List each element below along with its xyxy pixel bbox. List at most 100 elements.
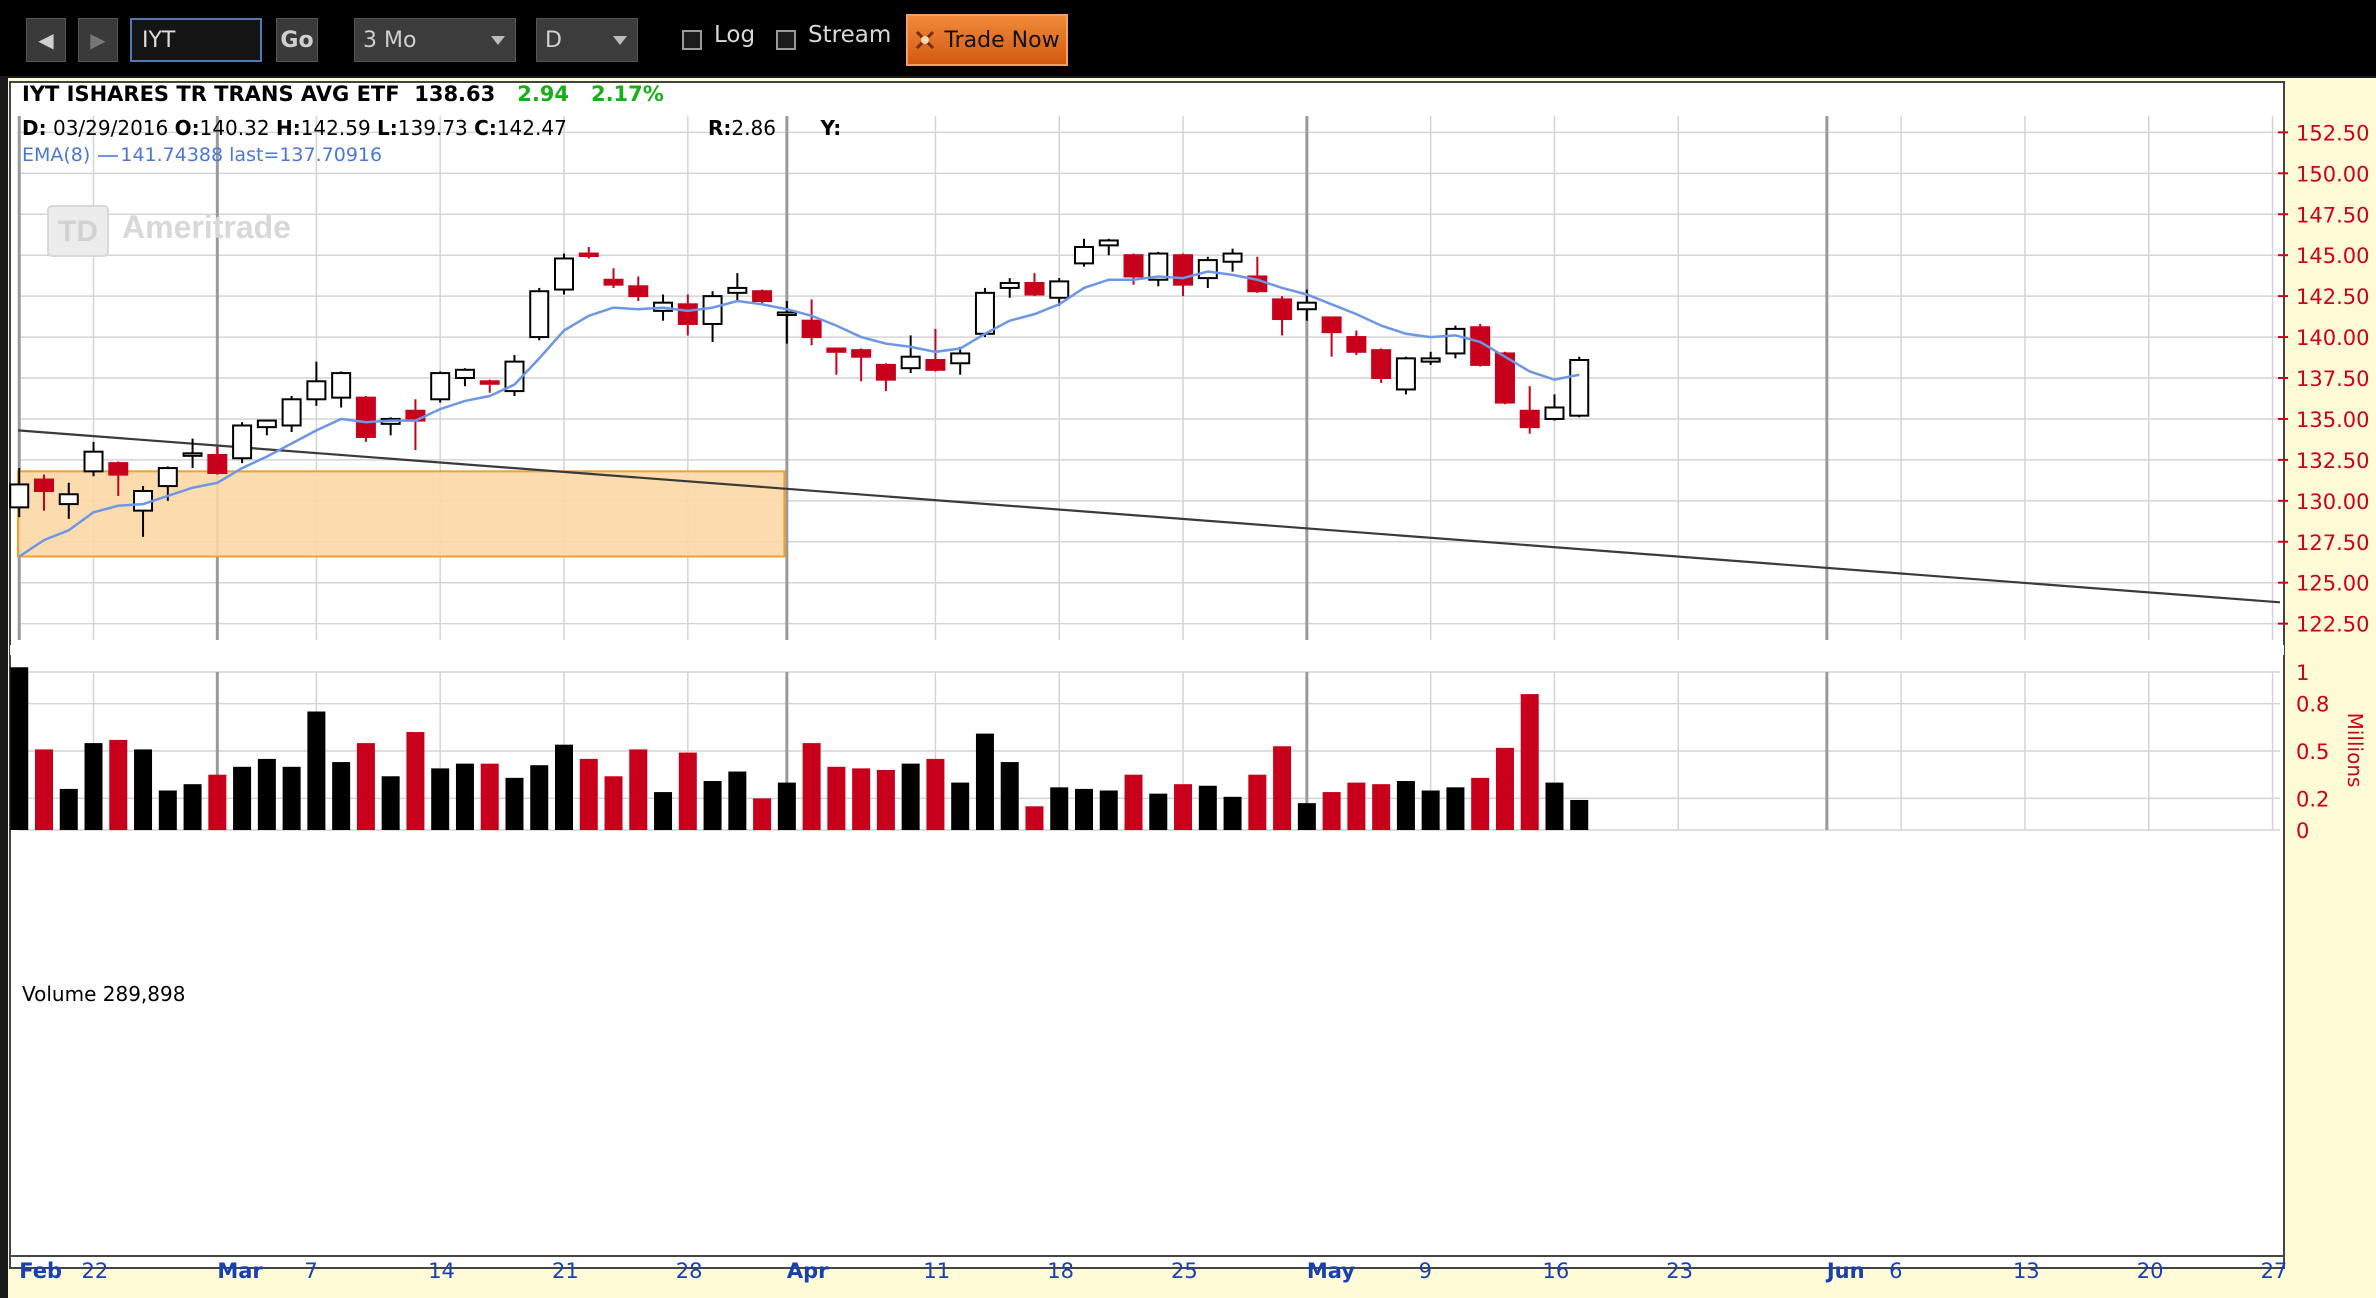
volume-bar	[802, 743, 821, 830]
x-tick-label: 21	[552, 1259, 579, 1283]
candle-body	[1049, 280, 1070, 299]
volume-bar	[629, 749, 648, 830]
candle-body	[776, 311, 797, 316]
volume-bar	[381, 776, 400, 830]
volume-bar	[158, 790, 177, 830]
volume-bar	[975, 733, 994, 830]
back-button[interactable]: ◀	[26, 18, 66, 62]
candle	[1346, 330, 1367, 356]
volume-bar	[282, 766, 301, 830]
volume-bar	[10, 667, 29, 830]
forward-button[interactable]: ▶	[78, 18, 118, 62]
period-select[interactable]: 3 Mo	[354, 18, 516, 62]
x-tick-label: 7	[304, 1259, 317, 1283]
volume-bar	[332, 762, 351, 830]
candle	[702, 291, 723, 342]
trade-now-button[interactable]: Trade Now	[906, 14, 1068, 66]
volume-bar	[505, 777, 524, 830]
stream-label: Stream	[808, 22, 892, 48]
candle-body	[306, 380, 327, 401]
candle-body	[1123, 254, 1144, 278]
volume-bar	[208, 774, 227, 830]
x-tick-label: Jun	[1825, 1259, 1865, 1283]
x-tick-label: Mar	[217, 1259, 263, 1283]
candle-body	[603, 278, 624, 286]
log-label: Log	[714, 22, 756, 48]
candle	[999, 278, 1020, 298]
volume-bar	[1075, 788, 1093, 830]
candle	[1148, 251, 1169, 287]
ema-label: EMA(8)	[22, 144, 91, 166]
candle	[133, 486, 154, 537]
x-tick-label: 23	[1666, 1259, 1693, 1283]
volume-bar	[307, 711, 326, 830]
candle-body	[727, 286, 748, 294]
volume-bar	[431, 768, 450, 830]
go-button[interactable]: Go	[276, 18, 318, 62]
candle-body	[58, 493, 79, 506]
candle	[1569, 356, 1590, 418]
candle	[851, 348, 872, 382]
volume-label: Volume 289,898	[22, 982, 186, 1006]
candle-body	[925, 358, 946, 371]
volume-bar	[728, 771, 747, 830]
volume-bar	[1421, 790, 1440, 830]
candle	[1272, 296, 1293, 336]
price-tick-label: 147.50	[2296, 203, 2369, 227]
candle-body	[529, 290, 550, 339]
volume-bar	[852, 768, 871, 830]
volume-bar	[901, 763, 920, 830]
interval-select[interactable]: D	[536, 18, 638, 62]
symbol-input[interactable]	[130, 18, 262, 62]
candle	[34, 474, 54, 511]
volume-tick-label: 1	[2296, 661, 2309, 685]
ema-line	[18, 270, 1580, 558]
candle-body	[9, 483, 30, 509]
candle-body	[628, 285, 649, 298]
candle-body	[1395, 357, 1416, 391]
candle	[900, 335, 921, 374]
x-tick-label: 11	[923, 1259, 950, 1283]
candle-body	[1420, 357, 1441, 363]
chart-canvas[interactable]: 152.50 150.00 147.50 145.00 142.50 140.00 137.…	[8, 78, 2376, 1298]
log-checkbox[interactable]	[682, 30, 702, 50]
volume-bar	[1174, 784, 1193, 830]
candle	[1445, 325, 1466, 359]
volume-bar	[827, 766, 846, 830]
volume-bar	[555, 744, 573, 830]
volume-bar	[84, 743, 103, 830]
volume-bar	[183, 784, 202, 830]
price-tick-label: 145.00	[2296, 244, 2369, 268]
volume-bar	[257, 758, 276, 830]
candle	[925, 328, 946, 372]
x-tick-label: 6	[1889, 1259, 1902, 1283]
close-value: 142.47	[496, 116, 567, 140]
volume-bar	[1446, 787, 1465, 830]
price-tick-label: 130.00	[2296, 490, 2369, 514]
volume-bar	[406, 732, 425, 830]
candle-body	[454, 368, 475, 379]
candle	[479, 379, 500, 393]
arrow-right-icon: ▶	[90, 28, 106, 52]
chart-title-row: IYT ISHARES TR TRANS AVG ETF 138.63 2.94…	[22, 82, 664, 106]
volume-bar	[1273, 746, 1292, 830]
plot-background	[9, 81, 2285, 1269]
candle	[529, 287, 550, 341]
candle-body	[1569, 358, 1590, 417]
candle-body	[207, 453, 228, 474]
x-tick-label: 28	[676, 1259, 703, 1283]
ema-legend: EMA(8) 141.74388 last=137.70916	[22, 144, 382, 166]
ohlc-row: D: 03/29/2016 O:140.32 H:142.59 L:139.73…	[22, 116, 567, 140]
stream-checkbox[interactable]	[776, 30, 796, 50]
candle-body	[430, 372, 451, 401]
volume-bar	[1570, 799, 1589, 830]
candle	[1420, 351, 1441, 365]
x-tick-label: Feb	[19, 1259, 62, 1283]
candle	[256, 419, 277, 436]
watermark-text: Ameritrade	[122, 209, 291, 245]
candle	[628, 276, 649, 302]
candle-body	[554, 257, 574, 291]
candle-body	[1519, 409, 1540, 429]
volume-bar	[1149, 793, 1168, 830]
x-tick-label: 9	[1419, 1259, 1432, 1283]
